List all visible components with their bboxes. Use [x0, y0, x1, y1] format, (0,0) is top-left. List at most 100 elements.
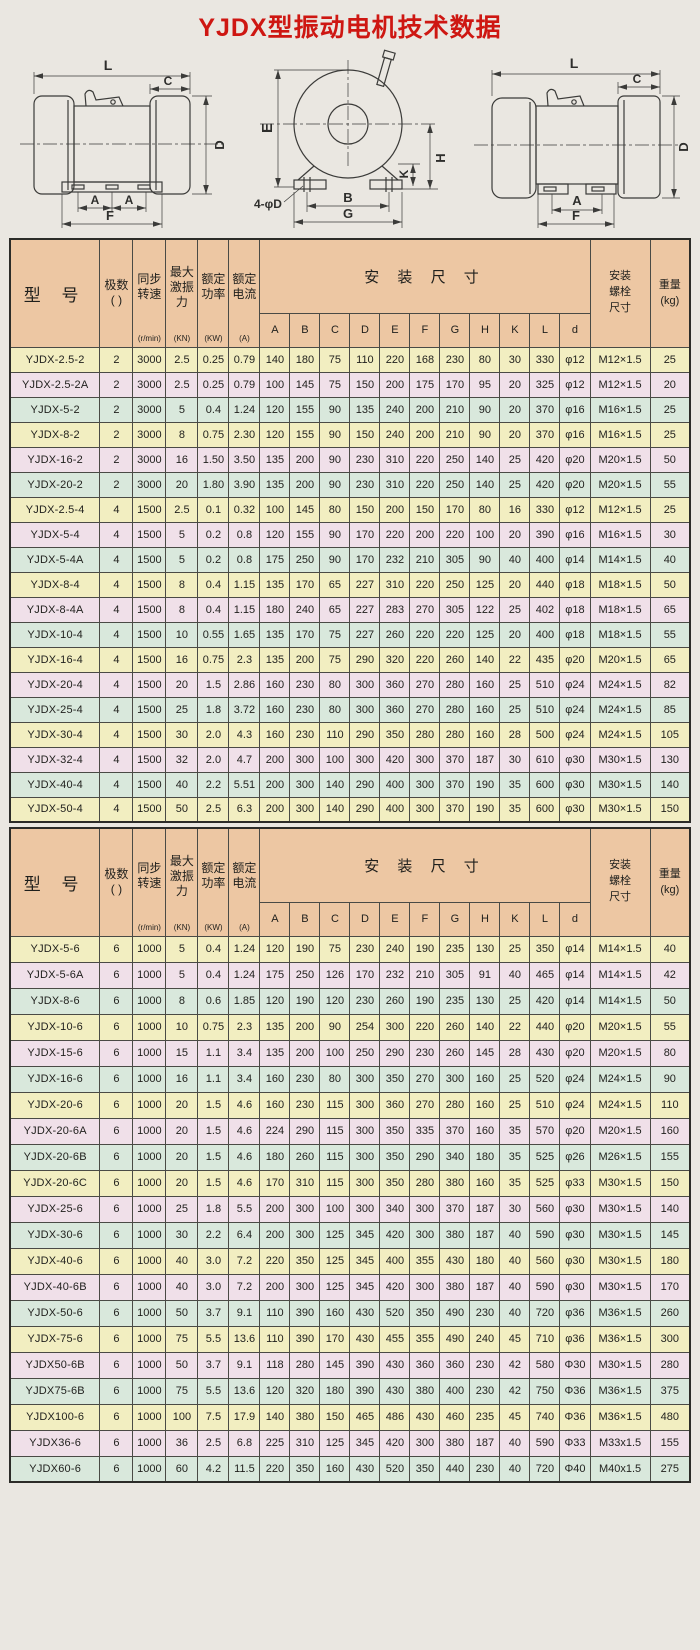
- cell-weight: 50: [649, 987, 691, 1015]
- col-header-force: 最大 激振 力 (KN): [165, 238, 199, 348]
- cell-dim-a: 160: [259, 721, 291, 748]
- cell-dim-l: 720: [529, 1299, 561, 1327]
- cell-dim-l: 435: [529, 646, 561, 673]
- cell-dim-d2: φ14: [559, 961, 591, 989]
- cell-dim-d: 227: [349, 621, 381, 648]
- cell-current: 13.6: [228, 1325, 261, 1353]
- cell-dim-e: 400: [379, 796, 411, 823]
- cell-force: 20: [165, 471, 199, 498]
- cell-dim-b: 170: [289, 571, 321, 598]
- cell-dim-f: 210: [409, 546, 441, 573]
- cell-dim-h: 180: [469, 1143, 501, 1171]
- dim-label-E: E: [259, 123, 276, 133]
- cell-dim-a: 135: [259, 1039, 291, 1067]
- dim-label-K: K: [397, 169, 411, 178]
- cell-model: YJDX75-6B: [9, 1377, 101, 1405]
- cell-dim-c: 145: [319, 1351, 351, 1379]
- cell-dim-f: 300: [409, 746, 441, 773]
- table-row: YJDX-5-4A 4 1500 5 0.2 0.8 175 250 90 170 232 210 30…: [9, 546, 691, 573]
- cell-force: 8: [165, 596, 199, 623]
- cell-dim-b: 350: [289, 1455, 321, 1483]
- cell-dim-b: 390: [289, 1325, 321, 1353]
- cell-dim-d2: φ24: [559, 1091, 591, 1119]
- col-header-power-unit: (KW): [204, 923, 223, 933]
- cell-model: YJDX-5-4A: [9, 546, 101, 573]
- cell-force: 25: [165, 1195, 199, 1223]
- cell-power: 2.5: [197, 1429, 230, 1457]
- cell-dim-a: 135: [259, 621, 291, 648]
- cell-dim-c: 80: [319, 496, 351, 523]
- cell-dim-g: 400: [439, 1377, 471, 1405]
- cell-speed: 1000: [132, 1117, 167, 1145]
- cell-dim-k: 20: [499, 621, 531, 648]
- cell-model: YJDX-50-4: [9, 796, 101, 823]
- cell-current: 1.24: [228, 396, 261, 423]
- cell-model: YJDX-2.5-4: [9, 496, 101, 523]
- cell-dim-a: 220: [259, 1247, 291, 1275]
- col-header-dim-A: A: [259, 901, 291, 937]
- cell-dim-f: 350: [409, 1455, 441, 1483]
- cell-force: 40: [165, 1247, 199, 1275]
- cell-dim-f: 270: [409, 596, 441, 623]
- cell-dim-g: 370: [439, 1117, 471, 1145]
- cell-dim-l: 325: [529, 371, 561, 398]
- cell-weight: 55: [649, 1013, 691, 1041]
- col-header-dim-L: L: [529, 312, 561, 348]
- cell-dim-h: 187: [469, 1221, 501, 1249]
- cell-dim-d2: φ18: [559, 596, 591, 623]
- cell-force: 50: [165, 796, 199, 823]
- cell-poles: 6: [99, 1273, 134, 1301]
- cell-speed: 1500: [132, 746, 167, 773]
- cell-dim-k: 16: [499, 496, 531, 523]
- cell-dim-g: 370: [439, 1195, 471, 1223]
- cell-power: 3.7: [197, 1299, 230, 1327]
- cell-dim-e: 310: [379, 571, 411, 598]
- cell-speed: 1000: [132, 1143, 167, 1171]
- cell-poles: 6: [99, 1403, 134, 1431]
- cell-dim-f: 300: [409, 1273, 441, 1301]
- cell-speed: 1500: [132, 496, 167, 523]
- cell-dim-d2: φ26: [559, 1143, 591, 1171]
- cell-model: YJDX-2.5-2A: [9, 371, 101, 398]
- cell-dim-a: 200: [259, 1273, 291, 1301]
- cell-dim-d2: φ14: [559, 546, 591, 573]
- cell-model: YJDX100-6: [9, 1403, 101, 1431]
- cell-dim-g: 300: [439, 1065, 471, 1093]
- cell-speed: 1000: [132, 1065, 167, 1093]
- cell-dim-d: 135: [349, 396, 381, 423]
- spec-table-6pole: 型 号 极数 ( ) 同步 转速 (r/min) 最大 激振 力 (KN) 额定 功…: [8, 827, 692, 1483]
- cell-current: 0.8: [228, 546, 261, 573]
- cell-power: 1.5: [197, 671, 230, 698]
- cell-dim-k: 20: [499, 371, 531, 398]
- cell-dim-d: 250: [349, 1039, 381, 1067]
- table-row: YJDX-30-6 6 1000 30 2.2 6.4 200 300 125 345 420 300…: [9, 1221, 691, 1249]
- cell-speed: 1000: [132, 1091, 167, 1119]
- cell-dim-b: 230: [289, 671, 321, 698]
- cell-model: YJDX-8-6: [9, 987, 101, 1015]
- cell-dim-c: 80: [319, 1065, 351, 1093]
- cell-dim-d: 390: [349, 1377, 381, 1405]
- cell-current: 4.6: [228, 1169, 261, 1197]
- col-header-weight: 重量 (kg): [649, 827, 691, 937]
- cell-dim-h: 122: [469, 596, 501, 623]
- cell-poles: 6: [99, 1247, 134, 1275]
- cell-dim-a: 118: [259, 1351, 291, 1379]
- cell-model: YJDX-8-4: [9, 571, 101, 598]
- cell-dim-b: 300: [289, 1273, 321, 1301]
- cell-dim-f: 300: [409, 1429, 441, 1457]
- cell-dim-d: 300: [349, 1117, 381, 1145]
- cell-dim-b: 260: [289, 1143, 321, 1171]
- cell-dim-e: 400: [379, 771, 411, 798]
- cell-dim-k: 25: [499, 471, 531, 498]
- cell-speed: 3000: [132, 346, 167, 373]
- cell-dim-f: 270: [409, 671, 441, 698]
- cell-dim-c: 75: [319, 935, 351, 963]
- cell-dim-a: 135: [259, 571, 291, 598]
- cell-dim-b: 230: [289, 1065, 321, 1093]
- cell-dim-b: 240: [289, 596, 321, 623]
- cell-bolt: M18×1.5: [589, 596, 651, 623]
- cell-dim-k: 28: [499, 721, 531, 748]
- cell-dim-g: 235: [439, 987, 471, 1015]
- cell-bolt: M12×1.5: [589, 371, 651, 398]
- cell-dim-e: 360: [379, 696, 411, 723]
